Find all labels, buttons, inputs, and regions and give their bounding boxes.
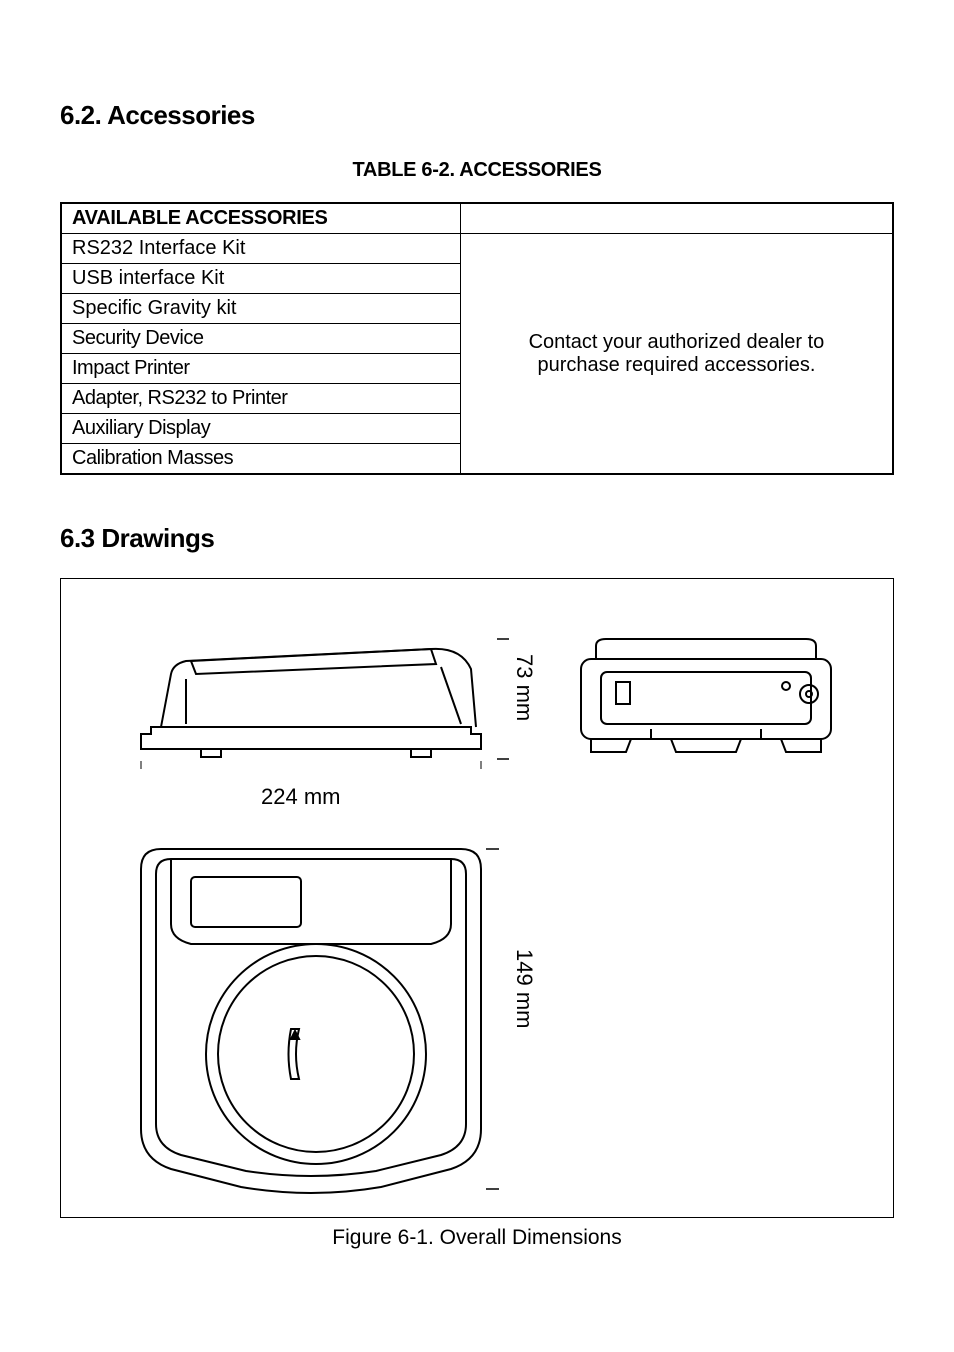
table-caption: TABLE 6-2. ACCESSORIES: [60, 159, 894, 182]
accessories-table: AVAILABLE ACCESSORIES RS232 Interface Ki…: [60, 202, 894, 475]
drawing-box: 224 mm 73 mm 149 mm: [60, 578, 894, 1218]
accessory-cell: Impact Printer: [61, 354, 460, 384]
height-extent: [497, 634, 509, 764]
table-header-row: AVAILABLE ACCESSORIES: [61, 203, 893, 234]
note-line-1: Contact your authorized dealer to: [529, 331, 825, 353]
dim-width-label: 224 mm: [261, 784, 340, 810]
dim-height-label: 73 mm: [511, 654, 537, 721]
note-line-2: purchase required accessories.: [537, 354, 815, 376]
accessory-cell: Calibration Masses: [61, 444, 460, 475]
figure-caption: Figure 6-1. Overall Dimensions: [60, 1226, 894, 1250]
table-header-right: [460, 203, 893, 234]
accessory-cell: Specific Gravity kit: [61, 294, 460, 324]
accessory-cell: Security Device: [61, 324, 460, 354]
accessory-cell: RS232 Interface Kit: [61, 234, 460, 264]
dim-depth-label: 149 mm: [511, 949, 537, 1028]
side-view-drawing: [131, 619, 491, 769]
accessories-heading: 6.2. Accessories: [60, 100, 894, 131]
top-view-drawing: [121, 829, 501, 1199]
drawings-heading: 6.3 Drawings: [60, 523, 894, 554]
table-row: RS232 Interface Kit Contact your authori…: [61, 234, 893, 264]
table-header-left: AVAILABLE ACCESSORIES: [61, 203, 460, 234]
accessory-cell: Auxiliary Display: [61, 414, 460, 444]
dealer-note: Contact your authorized dealer to purcha…: [460, 234, 893, 475]
accessory-cell: Adapter, RS232 to Printer: [61, 384, 460, 414]
rear-view-drawing: [571, 634, 841, 769]
accessory-cell: USB interface Kit: [61, 264, 460, 294]
